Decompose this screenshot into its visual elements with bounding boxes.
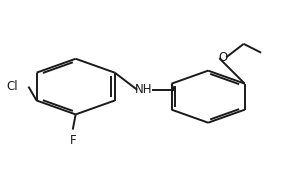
Text: Cl: Cl [7,80,18,93]
Text: O: O [218,51,227,64]
Text: NH: NH [135,83,152,96]
Text: F: F [69,134,76,147]
